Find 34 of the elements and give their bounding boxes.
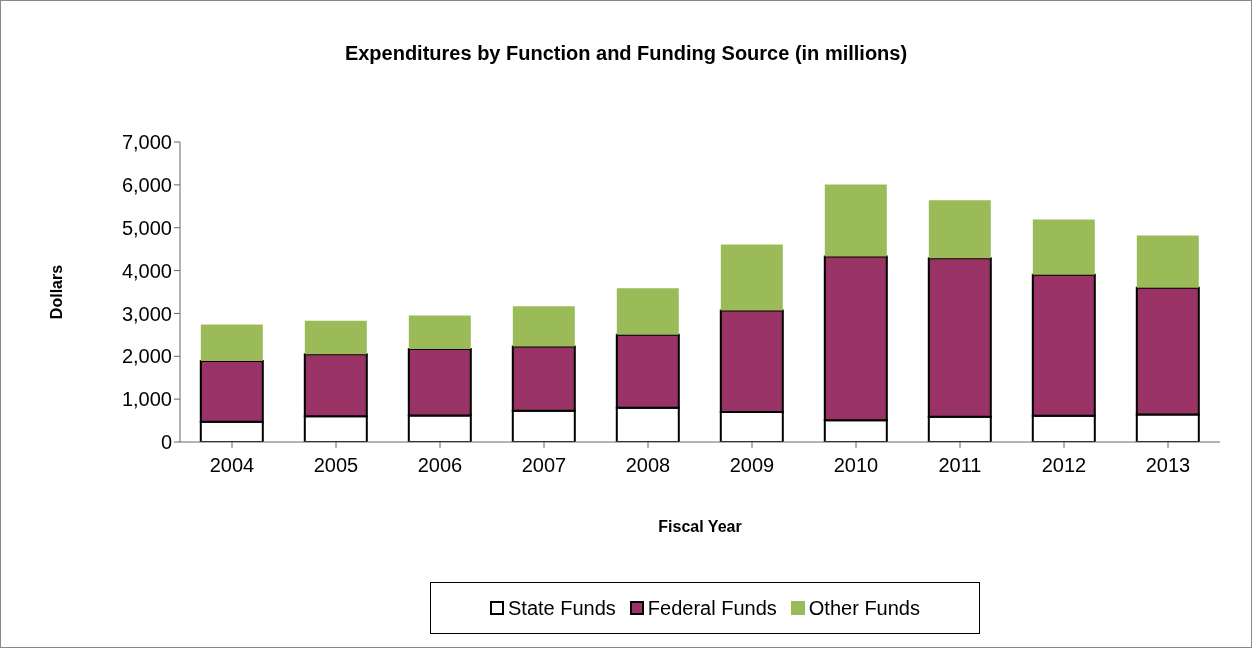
x-tick-label: 2009 — [729, 454, 775, 477]
x-tick-label: 2012 — [1041, 454, 1087, 477]
legend-label: State Funds — [508, 596, 616, 620]
y-axis-title: Dollars — [48, 264, 66, 320]
legend-label: Federal Funds — [647, 596, 777, 620]
x-tick-label: 2007 — [521, 454, 567, 477]
x-tick-label: 2008 — [625, 454, 671, 477]
x-tick-label: 2004 — [209, 454, 255, 477]
legend-label: Other Funds — [808, 596, 920, 620]
bar — [928, 200, 991, 259]
bar — [408, 315, 471, 349]
x-tick-label: 2010 — [833, 454, 879, 477]
y-tick-label: 0 — [160, 431, 172, 454]
y-tick-label: 6,000 — [121, 173, 172, 196]
bar — [720, 244, 783, 311]
bar — [616, 288, 679, 335]
x-tick-label: 2006 — [417, 454, 463, 477]
y-tick-label: 5,000 — [121, 216, 172, 239]
chart-title: Expenditures by Function and Funding Source (in millions) — [343, 42, 909, 65]
bar — [200, 324, 263, 361]
bar — [824, 184, 887, 257]
bar — [304, 320, 367, 355]
y-tick-label: 7,000 — [121, 131, 172, 154]
bar — [1136, 235, 1199, 288]
bar — [1032, 219, 1095, 275]
x-tick-label: 2011 — [938, 454, 982, 477]
y-tick-label: 3,000 — [121, 302, 172, 325]
bar — [512, 306, 575, 347]
y-tick-label: 2,000 — [121, 345, 172, 368]
x-axis-title: Fiscal Year — [657, 518, 743, 536]
y-tick-label: 4,000 — [121, 259, 172, 282]
x-tick-label: 2013 — [1145, 454, 1191, 477]
x-tick-label: 2005 — [313, 454, 359, 477]
y-tick-label: 1,000 — [121, 388, 172, 411]
